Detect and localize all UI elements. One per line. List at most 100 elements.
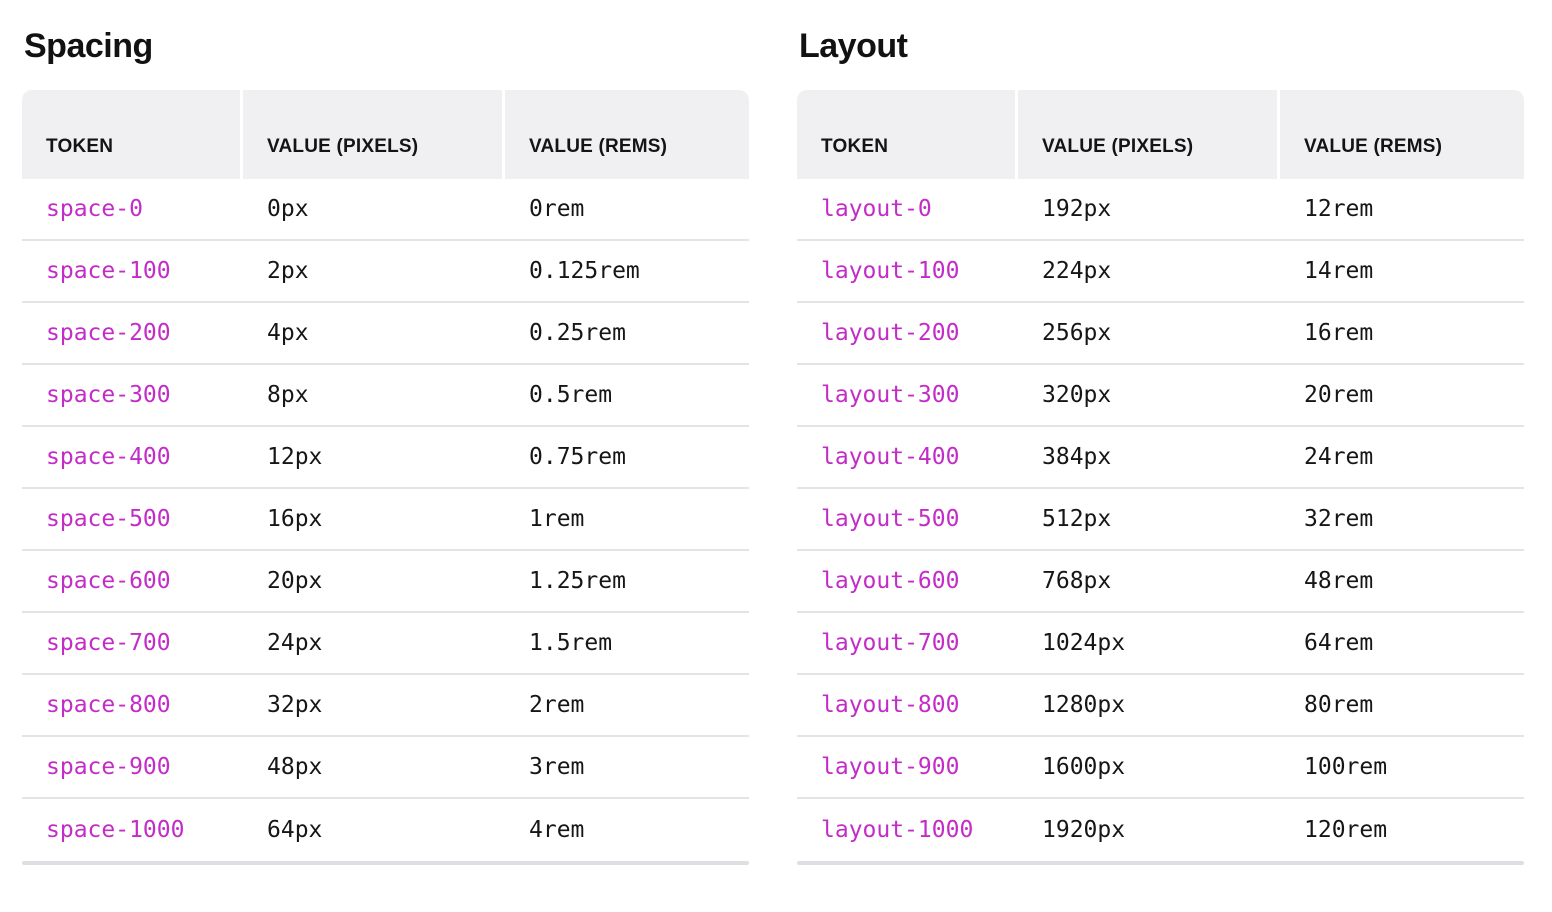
value-rems-cell: 1rem xyxy=(529,506,585,533)
value-rems-cell: 3rem xyxy=(529,754,585,781)
value-pixels-cell: 256px xyxy=(1042,320,1112,347)
value-rems-cell: 0.5rem xyxy=(529,382,613,409)
section-title-spacing: Spacing xyxy=(24,27,153,65)
value-rems-cell: 80rem xyxy=(1304,692,1374,719)
value-rems-cell: 120rem xyxy=(1304,817,1388,844)
column-header-token: TOKEN xyxy=(797,90,1018,180)
table-row: layout-900 1600px 100rem xyxy=(797,737,1524,800)
table-bottom-border xyxy=(797,861,1524,866)
table-row: layout-300 320px 20rem xyxy=(797,365,1524,428)
column-header-value-pixels: VALUE (PIXELS) xyxy=(1018,90,1280,180)
value-pixels-cell: 1024px xyxy=(1042,630,1126,657)
value-pixels-cell: 1280px xyxy=(1042,692,1126,719)
table-row: layout-400 384px 24rem xyxy=(797,427,1524,490)
value-rems-cell: 100rem xyxy=(1304,754,1388,781)
value-rems-cell: 1.25rem xyxy=(529,568,626,595)
table-bottom-border xyxy=(22,861,749,866)
value-pixels-cell: 48px xyxy=(267,754,323,781)
table-row: space-700 24px 1.5rem xyxy=(22,613,749,676)
value-pixels-cell: 16px xyxy=(267,506,323,533)
table-body: layout-0 192px 12rem layout-100 224px 14rem la… xyxy=(797,179,1524,861)
token-cell: space-1000 xyxy=(46,817,185,844)
layout-section: Layout TOKEN VALUE (PIXELS) VALUE (REMS)… xyxy=(797,27,1524,866)
table-row: space-800 32px 2rem xyxy=(22,675,749,738)
value-pixels-cell: 512px xyxy=(1042,506,1112,533)
value-rems-cell: 20rem xyxy=(1304,382,1374,409)
token-cell: space-100 xyxy=(46,258,171,285)
value-rems-cell: 0.125rem xyxy=(529,258,640,285)
value-rems-cell: 2rem xyxy=(529,692,585,719)
design-tokens-page: Spacing TOKEN VALUE (PIXELS) VALUE (REMS… xyxy=(22,27,1524,866)
token-cell: space-800 xyxy=(46,692,171,719)
value-pixels-cell: 384px xyxy=(1042,444,1112,471)
table-row: layout-0 192px 12rem xyxy=(797,179,1524,242)
table-header-row: TOKEN VALUE (PIXELS) VALUE (REMS) xyxy=(22,90,749,180)
token-cell: layout-400 xyxy=(821,444,960,471)
section-title-layout: Layout xyxy=(799,27,908,65)
table-row: space-0 0px 0rem xyxy=(22,179,749,242)
token-cell: layout-1000 xyxy=(821,817,974,844)
value-pixels-cell: 64px xyxy=(267,817,323,844)
token-cell: layout-100 xyxy=(821,258,960,285)
value-pixels-cell: 2px xyxy=(267,258,309,285)
token-cell: space-300 xyxy=(46,382,171,409)
table-row: space-400 12px 0.75rem xyxy=(22,427,749,490)
token-cell: space-0 xyxy=(46,196,143,223)
value-rems-cell: 12rem xyxy=(1304,196,1374,223)
table-header-row: TOKEN VALUE (PIXELS) VALUE (REMS) xyxy=(797,90,1524,180)
column-header-value-rems: VALUE (REMS) xyxy=(1280,90,1524,180)
token-cell: layout-500 xyxy=(821,506,960,533)
value-rems-cell: 0.25rem xyxy=(529,320,626,347)
value-pixels-cell: 4px xyxy=(267,320,309,347)
token-cell: space-600 xyxy=(46,568,171,595)
table-row: layout-1000 1920px 120rem xyxy=(797,799,1524,861)
value-rems-cell: 1.5rem xyxy=(529,630,613,657)
value-rems-cell: 0rem xyxy=(529,196,585,223)
value-pixels-cell: 768px xyxy=(1042,568,1112,595)
column-header-token: TOKEN xyxy=(22,90,243,180)
value-pixels-cell: 32px xyxy=(267,692,323,719)
token-cell: layout-800 xyxy=(821,692,960,719)
table-row: space-100 2px 0.125rem xyxy=(22,241,749,304)
table-row: layout-700 1024px 64rem xyxy=(797,613,1524,676)
token-cell: space-900 xyxy=(46,754,171,781)
value-pixels-cell: 1920px xyxy=(1042,817,1126,844)
value-pixels-cell: 0px xyxy=(267,196,309,223)
value-pixels-cell: 224px xyxy=(1042,258,1112,285)
table-row: layout-100 224px 14rem xyxy=(797,241,1524,304)
value-rems-cell: 48rem xyxy=(1304,568,1374,595)
token-cell: layout-200 xyxy=(821,320,960,347)
table-row: layout-600 768px 48rem xyxy=(797,551,1524,614)
table-row: layout-500 512px 32rem xyxy=(797,489,1524,552)
table-row: layout-200 256px 16rem xyxy=(797,303,1524,366)
value-pixels-cell: 12px xyxy=(267,444,323,471)
token-cell: space-700 xyxy=(46,630,171,657)
value-rems-cell: 32rem xyxy=(1304,506,1374,533)
value-rems-cell: 64rem xyxy=(1304,630,1374,657)
token-cell: space-400 xyxy=(46,444,171,471)
token-cell: layout-900 xyxy=(821,754,960,781)
value-rems-cell: 14rem xyxy=(1304,258,1374,285)
column-header-value-pixels: VALUE (PIXELS) xyxy=(243,90,505,180)
spacing-table: TOKEN VALUE (PIXELS) VALUE (REMS) space-… xyxy=(22,90,749,866)
value-rems-cell: 0.75rem xyxy=(529,444,626,471)
value-pixels-cell: 320px xyxy=(1042,382,1112,409)
value-pixels-cell: 192px xyxy=(1042,196,1112,223)
token-cell: layout-300 xyxy=(821,382,960,409)
table-body: space-0 0px 0rem space-100 2px 0.125rem space-… xyxy=(22,179,749,861)
value-rems-cell: 24rem xyxy=(1304,444,1374,471)
table-row: space-500 16px 1rem xyxy=(22,489,749,552)
column-header-value-rems: VALUE (REMS) xyxy=(505,90,749,180)
token-cell: layout-0 xyxy=(821,196,932,223)
token-cell: layout-700 xyxy=(821,630,960,657)
value-pixels-cell: 20px xyxy=(267,568,323,595)
table-row: space-900 48px 3rem xyxy=(22,737,749,800)
value-rems-cell: 4rem xyxy=(529,817,585,844)
table-row: space-1000 64px 4rem xyxy=(22,799,749,861)
value-pixels-cell: 1600px xyxy=(1042,754,1126,781)
table-row: space-600 20px 1.25rem xyxy=(22,551,749,614)
layout-table: TOKEN VALUE (PIXELS) VALUE (REMS) layout… xyxy=(797,90,1524,866)
value-pixels-cell: 8px xyxy=(267,382,309,409)
table-row: space-300 8px 0.5rem xyxy=(22,365,749,428)
table-row: space-200 4px 0.25rem xyxy=(22,303,749,366)
